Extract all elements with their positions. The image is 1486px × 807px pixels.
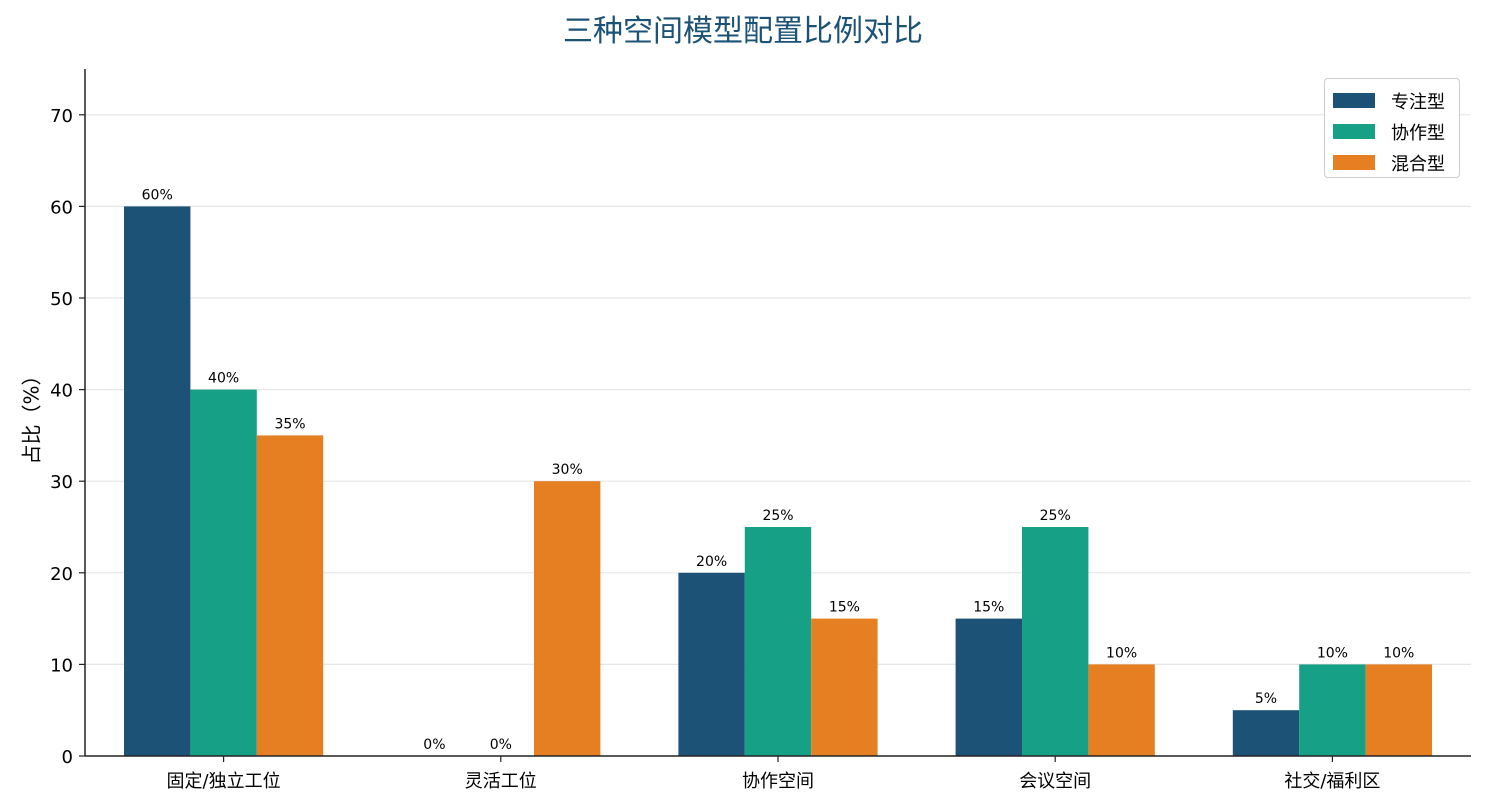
bar	[744, 527, 812, 756]
data-label: 0%	[490, 737, 512, 753]
legend-swatch	[1333, 155, 1375, 170]
data-label: 25%	[1040, 508, 1071, 524]
bar	[190, 389, 257, 756]
bar	[256, 435, 324, 756]
bar	[1022, 527, 1089, 756]
data-label: 15%	[973, 600, 1004, 616]
x-tick-label: 灵活工位	[465, 771, 537, 792]
data-label: 10%	[1106, 645, 1137, 661]
legend-swatch	[1333, 124, 1375, 139]
data-label: 25%	[762, 508, 793, 524]
data-label: 0%	[423, 737, 445, 753]
data-label: 15%	[829, 600, 860, 616]
legend-item: 混合型	[1333, 147, 1451, 178]
bar	[1232, 710, 1300, 756]
y-tick-label: 40	[50, 381, 73, 402]
legend-label: 专注型	[1391, 91, 1445, 113]
data-label: 30%	[552, 462, 583, 478]
legend-item: 协作型	[1333, 116, 1451, 147]
bar	[678, 572, 745, 756]
y-tick-label: 20	[50, 564, 73, 585]
x-tick-label: 固定/独立工位	[167, 771, 281, 792]
x-tick-label: 社交/福利区	[1284, 771, 1380, 792]
y-tick-label: 50	[50, 289, 73, 310]
bar	[124, 206, 191, 756]
y-tick-label: 0	[62, 747, 73, 768]
data-label: 5%	[1255, 691, 1277, 707]
bar	[1088, 664, 1155, 756]
bar	[1299, 664, 1366, 756]
data-label: 40%	[208, 371, 239, 387]
legend-label: 协作型	[1391, 122, 1445, 144]
legend-swatch	[1333, 93, 1375, 108]
data-label: 10%	[1383, 645, 1414, 661]
data-label: 60%	[142, 187, 173, 203]
legend-label: 混合型	[1391, 153, 1445, 175]
legend: 专注型 协作型 混合型	[1324, 78, 1460, 178]
bar	[955, 618, 1022, 756]
legend-item: 专注型	[1333, 85, 1451, 116]
bar	[1365, 664, 1432, 756]
y-tick-label: 30	[50, 472, 73, 493]
bar	[534, 481, 601, 756]
bar	[811, 618, 878, 756]
y-tick-label: 10	[50, 655, 73, 676]
x-tick-label: 协作空间	[742, 771, 814, 792]
y-tick-label: 70	[50, 106, 73, 127]
y-tick-label: 60	[50, 197, 73, 218]
data-label: 10%	[1317, 645, 1348, 661]
chart-title: 三种空间模型配置比例对比	[563, 14, 923, 49]
data-label: 35%	[274, 416, 305, 432]
data-label: 20%	[696, 554, 727, 570]
x-tick-label: 会议空间	[1019, 771, 1091, 792]
